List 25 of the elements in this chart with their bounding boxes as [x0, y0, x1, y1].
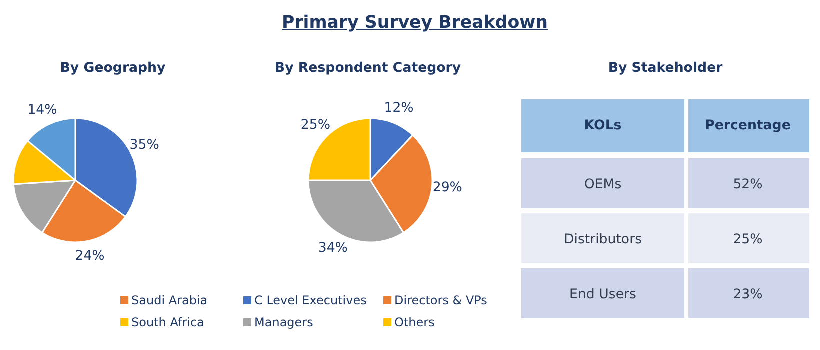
- legend-label: Others: [394, 316, 435, 330]
- text: KOLs: [584, 118, 622, 134]
- text: 52%: [733, 178, 763, 192]
- legend-label: C Level Executives: [254, 294, 367, 308]
- chart-title: By Geography: [60, 61, 166, 76]
- category-label: OEMs: [584, 178, 622, 192]
- text: 23%: [733, 288, 763, 302]
- legend-label: Saudi Arabia: [132, 294, 208, 308]
- legend-label: Directors & VPs: [394, 294, 488, 308]
- legend-label: Managers: [254, 316, 314, 330]
- text: Percentage: [705, 118, 791, 134]
- data-label: 12%: [384, 100, 414, 116]
- data-label: 35%: [130, 138, 160, 153]
- data-label: 34%: [318, 240, 348, 256]
- category-label: Distributors: [564, 232, 642, 248]
- category-label: End Users: [570, 288, 636, 302]
- chart-title: By Respondent Category: [274, 61, 462, 76]
- legend-label: South Africa: [132, 316, 204, 330]
- data-label: 24%: [75, 249, 105, 264]
- text: Primary Survey Breakdown: [281, 12, 549, 35]
- data-label: 14%: [28, 102, 58, 118]
- data-label: 29%: [432, 180, 462, 196]
- data-label: 25%: [300, 118, 331, 134]
- text: 25%: [733, 232, 763, 248]
- text: By Stakeholder: [608, 61, 724, 76]
